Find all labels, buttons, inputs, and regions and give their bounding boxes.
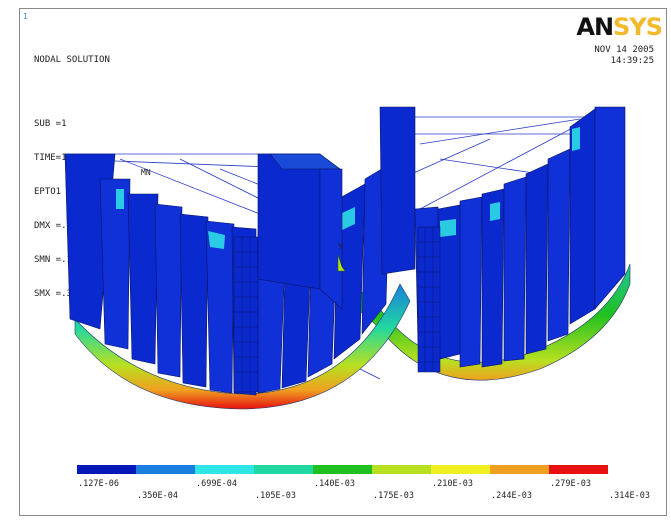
legend-band-9 xyxy=(549,465,608,474)
legend-label: .699E-04 xyxy=(196,479,237,489)
time-text: 14:39:25 xyxy=(610,56,654,66)
legend-label: .210E-03 xyxy=(432,479,473,489)
right-frame-highlights xyxy=(440,127,580,237)
left-hull-shell xyxy=(74,283,411,410)
window-number: 1 xyxy=(23,12,28,21)
legend-band-7 xyxy=(431,465,490,474)
result-title: NODAL SOLUTION xyxy=(34,55,110,65)
legend-band-3 xyxy=(195,465,254,474)
legend-label: .127E-06 xyxy=(78,479,119,489)
legend-label: .314E-03 xyxy=(609,491,650,501)
legend-label: .175E-03 xyxy=(373,491,414,501)
legend-label: .279E-03 xyxy=(550,479,591,489)
center-bulkhead xyxy=(257,153,343,310)
meshed-column-right xyxy=(417,226,441,373)
y-axis-triad-label: Y xyxy=(338,242,343,251)
legend-label: .105E-03 xyxy=(255,491,296,501)
date-text: NOV 14 2005 xyxy=(594,45,654,55)
legend-label: .350E-04 xyxy=(137,491,178,501)
time-value: TIME=1 xyxy=(34,153,67,163)
legend-band-2 xyxy=(136,465,195,474)
legend-band-1 xyxy=(77,465,136,474)
legend-label: .140E-03 xyxy=(314,479,355,489)
ansys-logo: ANSYS xyxy=(576,13,663,41)
graphics-window[interactable]: 1 NODAL SOLUTION SUB =1 TIME=1 EPTO1 (AV… xyxy=(19,8,667,516)
legend-label: .244E-03 xyxy=(491,491,532,501)
timestamp: NOV 14 2005 14:39:25 xyxy=(594,45,654,67)
meshed-column-left xyxy=(233,236,259,393)
min-location-label: MN xyxy=(141,168,151,177)
legend-band-8 xyxy=(490,465,549,474)
contour-legend-bar xyxy=(77,465,608,474)
legend-band-5 xyxy=(313,465,372,474)
substep-value: SUB =1 xyxy=(34,119,67,129)
fe-model-view[interactable] xyxy=(20,9,668,449)
origin-marker xyxy=(337,254,346,272)
legend-band-4 xyxy=(254,465,313,474)
legend-band-6 xyxy=(372,465,431,474)
